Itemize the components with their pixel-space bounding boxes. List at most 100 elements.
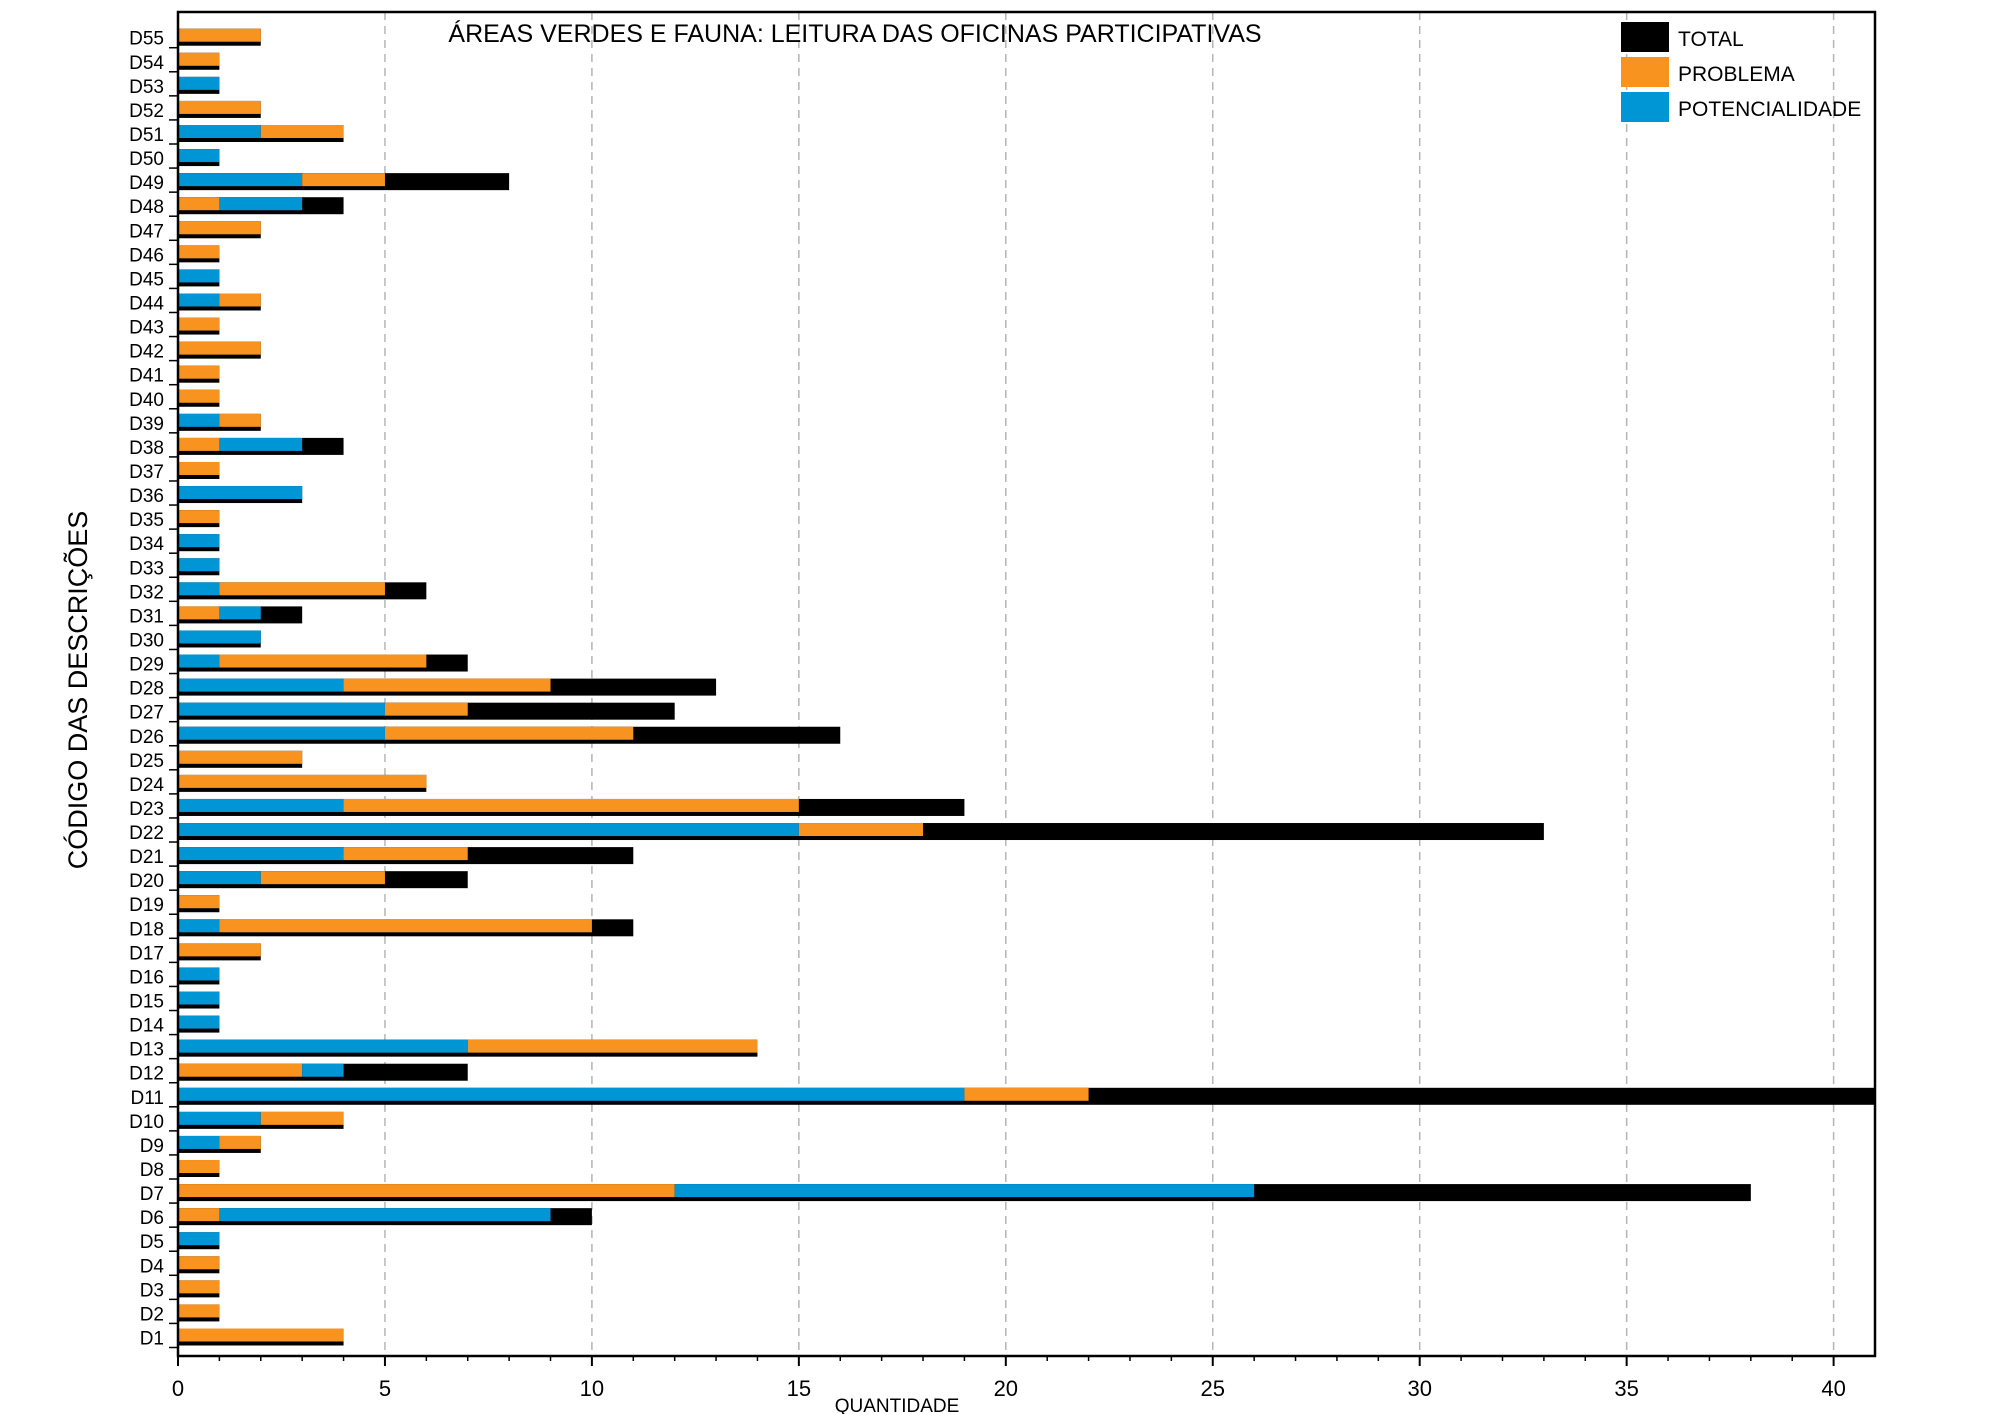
y-tick-label-D9: D9 [140,1136,164,1157]
bar-problema-D51 [260,125,344,138]
x-tick-label: 35 [1614,1376,1638,1401]
y-tick-label-D34: D34 [129,534,164,555]
y-tick-label-D24: D24 [129,775,164,796]
bar-potencialidade-D45 [178,269,220,283]
x-tick-label: 0 [172,1376,184,1401]
y-tick-label-D3: D3 [140,1280,164,1301]
y-tick-label-D32: D32 [129,582,164,603]
y-tick-label-D15: D15 [129,992,164,1013]
bar-potencialidade-D10 [178,1111,261,1125]
bar-potencialidade-D51 [178,125,261,138]
bar-problema-D24 [178,774,427,788]
bar-problema-D32 [219,582,385,596]
y-tick-label-D52: D52 [129,101,164,122]
bar-problema-D9 [219,1135,261,1149]
y-tick-label-D35: D35 [129,510,164,531]
bar-problema-D10 [260,1111,344,1125]
bar-potencialidade-D23 [178,798,344,812]
bar-potencialidade-D50 [178,149,220,163]
y-tick-label-D18: D18 [129,919,164,940]
bar-problema-D28 [343,678,551,692]
bar-problema-D17 [178,943,261,957]
x-axis-title: QUANTIDADE [835,1396,960,1414]
bar-problema-D29 [219,654,427,668]
y-tick-label-D8: D8 [140,1160,164,1181]
bar-problema-D52 [178,100,261,114]
y-tick-label-D23: D23 [129,799,164,820]
y-tick-label-D25: D25 [129,751,164,772]
y-tick-label-D43: D43 [129,318,164,339]
bar-problema-D41 [178,365,220,379]
bar-problema-D47 [178,221,261,235]
bar-potencialidade-D16 [178,967,220,981]
bar-problema-D1 [178,1328,344,1342]
y-tick-label-D55: D55 [129,29,164,50]
bar-problema-D39 [219,413,261,427]
x-tick-label: 10 [580,1376,604,1401]
bar-problema-D38 [178,437,220,451]
bar-problema-D18 [219,919,592,933]
y-tick-label-D11: D11 [131,1088,164,1109]
bar-potencialidade-D22 [178,823,799,837]
y-tick-label-D49: D49 [129,173,164,194]
bar-potencialidade-D21 [178,847,344,861]
bar-potencialidade-D7 [674,1184,1255,1198]
y-tick-label-D46: D46 [129,245,164,266]
bar-problema-D26 [384,726,634,740]
bar-potencialidade-D15 [178,991,220,1005]
bar-problema-D40 [178,389,220,403]
legend-swatch-problema [1621,57,1669,87]
bar-problema-D3 [178,1280,220,1294]
bar-problema-D20 [260,871,385,885]
y-tick-label-D21: D21 [129,847,164,868]
y-tick-label-D6: D6 [140,1208,164,1229]
y-tick-label-D39: D39 [129,414,164,435]
bar-problema-D7 [178,1184,675,1198]
y-tick-label-D42: D42 [129,342,164,363]
legend: TOTAL PROBLEMA POTENCIALIDADE [1621,22,1861,122]
y-tick-label-D53: D53 [129,77,164,98]
bar-potencialidade-D12 [302,1063,344,1077]
y-tick-label-D22: D22 [129,823,164,844]
y-tick-label-D33: D33 [129,558,164,579]
y-tick-label-D7: D7 [140,1184,164,1205]
y-tick-label-D48: D48 [129,197,164,218]
y-tick-label-D10: D10 [129,1112,164,1133]
y-tick-label-D5: D5 [140,1232,164,1253]
x-tick-label: 20 [994,1376,1018,1401]
bar-potencialidade-D5 [178,1232,220,1246]
x-tick-label: 5 [379,1376,391,1401]
legend-label-problema: PROBLEMA [1678,63,1795,86]
y-tick-label-D36: D36 [129,486,164,507]
bar-potencialidade-D28 [178,678,344,692]
bar-problema-D25 [178,750,303,764]
bar-problema-D44 [219,293,261,307]
bars [178,28,1875,1346]
y-axis-title: CÓDIGO DAS DESCRIÇÕES [62,511,93,870]
bar-potencialidade-D39 [178,413,220,427]
y-tick-label-D20: D20 [129,871,164,892]
y-tick-label-D40: D40 [129,390,164,411]
bar-problema-D27 [384,702,468,716]
y-tick-label-D54: D54 [129,53,164,74]
y-tick-label-D14: D14 [129,1016,164,1037]
y-tick-label-D37: D37 [129,462,164,483]
bar-potencialidade-D53 [178,76,220,90]
bar-potencialidade-D31 [219,606,261,620]
bar-potencialidade-D30 [178,630,261,644]
y-tick-label-D13: D13 [129,1040,164,1061]
bar-problema-D6 [178,1208,220,1222]
bar-problema-D13 [467,1039,758,1053]
bar-potencialidade-D38 [219,437,303,451]
y-tick-label-D28: D28 [129,679,164,700]
bar-potencialidade-D36 [178,486,303,500]
bar-problema-D55 [178,28,261,42]
bar-problema-D8 [178,1160,220,1174]
bar-potencialidade-D13 [178,1039,468,1053]
bar-potencialidade-D14 [178,1015,220,1029]
bar-problema-D21 [343,847,468,861]
y-tick-label-D50: D50 [129,149,164,170]
legend-label-potencialidade: POTENCIALIDADE [1678,98,1861,121]
y-tick-label-D29: D29 [129,655,164,676]
bar-problema-D42 [178,341,261,355]
